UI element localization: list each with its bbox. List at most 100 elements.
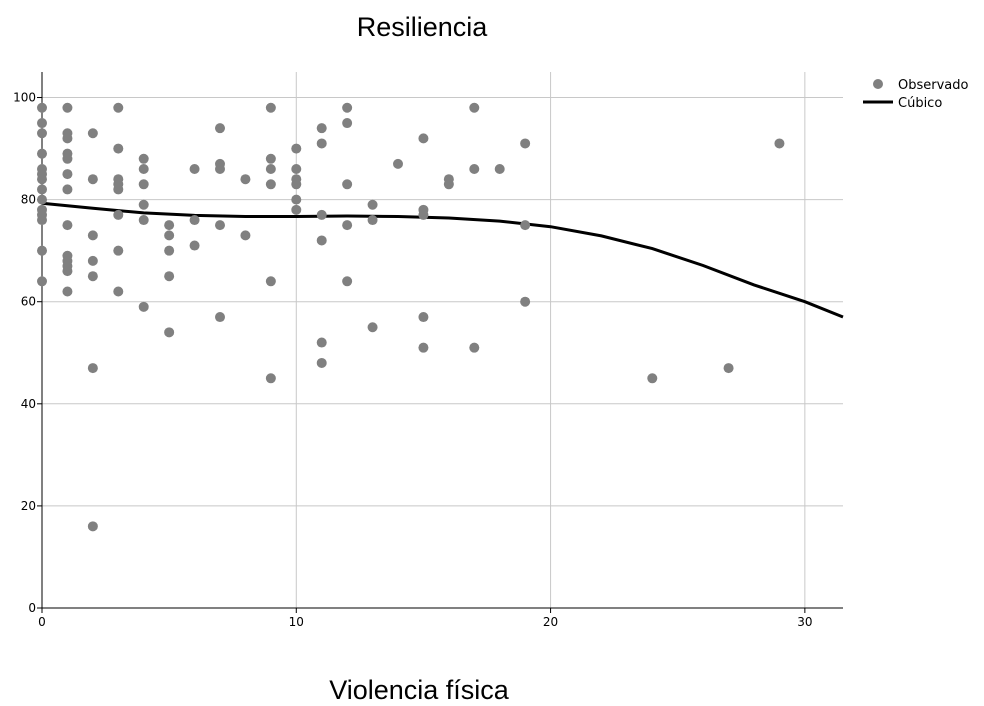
x-axis-label: Violencia física — [329, 675, 510, 705]
data-point — [138, 301, 149, 312]
data-point — [189, 163, 200, 174]
y-tick-label: 80 — [21, 193, 36, 207]
legend-observado-marker — [873, 79, 883, 89]
data-point — [520, 296, 531, 307]
data-point — [37, 102, 47, 113]
data-point — [164, 327, 175, 338]
data-point — [469, 102, 480, 113]
data-point — [62, 133, 73, 144]
data-point — [316, 123, 327, 134]
data-point — [87, 363, 98, 374]
data-point — [138, 153, 149, 164]
data-point — [113, 102, 124, 113]
data-point — [443, 179, 454, 190]
data-point — [164, 245, 175, 256]
chart-title: Resiliencia — [357, 12, 489, 42]
data-point — [37, 184, 47, 195]
data-point — [113, 286, 124, 297]
data-point — [62, 266, 73, 277]
data-point — [367, 322, 378, 333]
data-point — [189, 240, 200, 251]
data-point — [215, 220, 225, 231]
axes — [37, 72, 843, 613]
y-tick-label: 0 — [28, 601, 36, 615]
data-point — [520, 138, 531, 149]
data-point — [164, 230, 175, 241]
data-point — [393, 158, 403, 169]
data-point — [494, 163, 505, 174]
data-point — [62, 286, 73, 297]
y-tick-label: 60 — [21, 295, 36, 309]
data-point — [316, 138, 327, 149]
data-point — [87, 174, 98, 185]
data-point — [316, 357, 327, 368]
data-point — [37, 194, 47, 205]
legend: Observado Cúbico — [863, 78, 969, 111]
data-point — [87, 521, 98, 532]
data-point — [37, 276, 47, 287]
x-tick-label: 30 — [797, 615, 812, 629]
data-points-layer — [37, 102, 785, 532]
data-point — [265, 163, 276, 174]
data-point — [62, 184, 73, 195]
data-point — [215, 312, 225, 323]
data-point — [469, 163, 480, 174]
data-point — [342, 118, 353, 129]
data-point — [316, 235, 327, 246]
data-point — [37, 215, 47, 226]
data-point — [291, 204, 302, 215]
data-point — [164, 271, 175, 282]
data-point — [62, 102, 73, 113]
data-point — [265, 276, 276, 287]
data-point — [138, 163, 149, 174]
data-point — [418, 133, 429, 144]
data-point — [520, 220, 531, 231]
data-point — [367, 199, 378, 210]
tick-labels: 0 20 40 60 80 100 0 10 20 30 — [13, 91, 812, 629]
legend-observado-label: Observado — [898, 78, 969, 93]
data-point — [215, 123, 225, 134]
data-point — [291, 179, 302, 190]
x-tick-label: 0 — [38, 615, 46, 629]
data-point — [342, 102, 353, 113]
data-point — [189, 215, 200, 226]
data-point — [138, 179, 149, 190]
data-point — [342, 276, 353, 287]
data-point — [37, 118, 47, 129]
data-point — [62, 220, 73, 231]
data-point — [291, 163, 302, 174]
data-point — [37, 148, 47, 159]
data-point — [240, 174, 251, 185]
data-point — [240, 230, 251, 241]
data-point — [37, 128, 47, 139]
data-point — [418, 209, 429, 220]
grid-lines — [42, 72, 843, 608]
data-point — [647, 373, 658, 384]
data-point — [291, 194, 302, 205]
y-tick-label: 40 — [21, 397, 36, 411]
data-point — [113, 245, 124, 256]
data-point — [291, 143, 302, 154]
fit-curve-layer — [41, 201, 844, 319]
data-point — [469, 342, 480, 353]
data-point — [138, 199, 149, 210]
y-tick-label: 100 — [13, 91, 36, 105]
data-point — [723, 363, 734, 374]
data-point — [164, 220, 175, 231]
data-point — [215, 163, 225, 174]
data-point — [62, 169, 73, 180]
legend-cubico-label: Cúbico — [898, 96, 942, 111]
data-point — [342, 179, 353, 190]
data-point — [113, 143, 124, 154]
data-point — [316, 337, 327, 348]
data-point — [87, 230, 98, 241]
data-point — [265, 179, 276, 190]
data-point — [367, 215, 378, 226]
data-point — [265, 373, 276, 384]
data-point — [316, 209, 327, 220]
data-point — [418, 342, 429, 353]
x-tick-label: 10 — [289, 615, 304, 629]
data-point — [62, 153, 73, 164]
data-point — [265, 102, 276, 113]
